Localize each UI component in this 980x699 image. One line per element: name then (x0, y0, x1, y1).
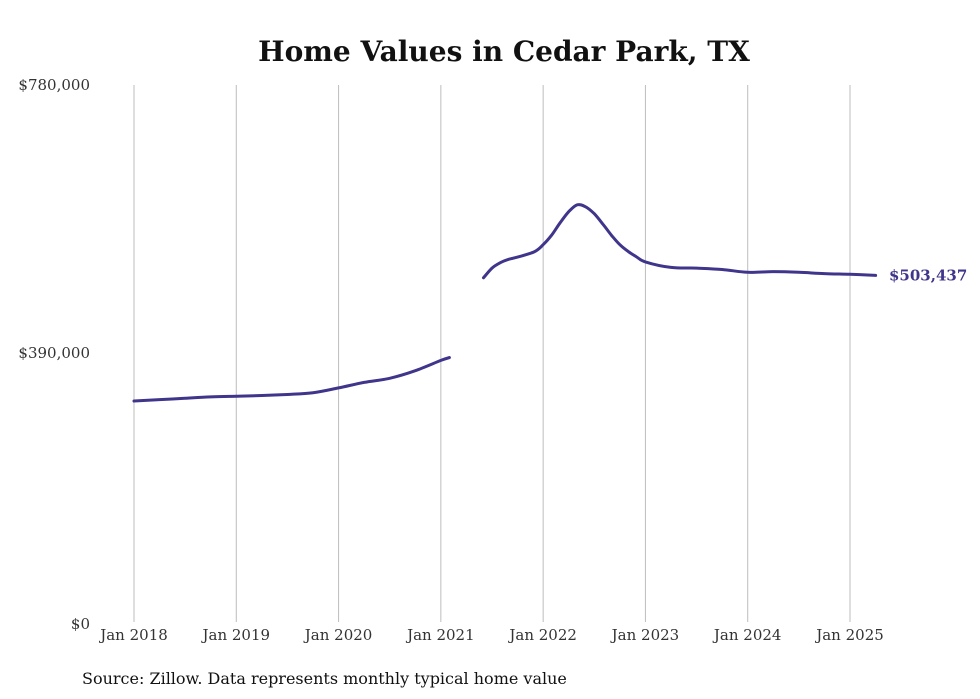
chart-title: Home Values in Cedar Park, TX (258, 35, 750, 68)
x-tick-label: Jan 2024 (712, 626, 782, 644)
end-value-label: $503,437 (889, 266, 967, 284)
x-tick-label: Jan 2023 (610, 626, 680, 644)
series-line-segment (482, 203, 878, 280)
y-tick-label: $0 (71, 615, 90, 633)
gridlines (133, 85, 851, 622)
source-note: Source: Zillow. Data represents monthly … (82, 669, 567, 688)
x-tick-label: Jan 2018 (98, 626, 168, 644)
y-tick-label: $390,000 (18, 344, 90, 362)
series-home-value (132, 203, 878, 403)
x-axis-ticks: Jan 2018 Jan 2019 Jan 2020 Jan 2021 Jan 2022… (98, 626, 884, 644)
y-tick-label: $780,000 (18, 76, 90, 94)
x-tick-label: Jan 2025 (814, 626, 884, 644)
y-axis-ticks: $780,000 $390,000 $0 (18, 76, 90, 633)
x-tick-label: Jan 2021 (405, 626, 475, 644)
x-tick-label: Jan 2020 (303, 626, 373, 644)
x-tick-label: Jan 2019 (201, 626, 271, 644)
x-tick-label: Jan 2022 (507, 626, 577, 644)
series-line-segment (132, 356, 451, 403)
